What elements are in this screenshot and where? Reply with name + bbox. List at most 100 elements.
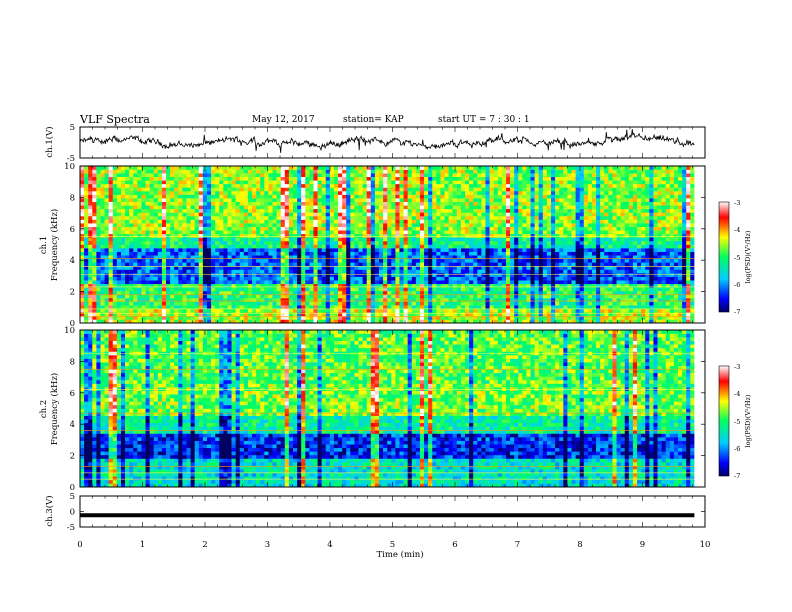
ch1-spectrogram-cell bbox=[383, 301, 388, 306]
ch1-spectrogram-cell bbox=[415, 276, 421, 281]
ch1-spectrogram-cell bbox=[104, 223, 109, 227]
ch1-spectrogram-cell bbox=[415, 215, 421, 220]
ch1-spectrogram-cell bbox=[202, 251, 208, 256]
ch1-spectrogram-cell bbox=[567, 230, 572, 235]
ch1-spectrogram-cell bbox=[125, 308, 130, 313]
ch1-spectrogram-cell bbox=[84, 215, 89, 220]
ch1-spectrogram-cell bbox=[112, 283, 118, 288]
ch1-spectrogram-cell bbox=[170, 223, 175, 227]
ch1-spectrogram-cell bbox=[350, 273, 355, 277]
ch1-spectrogram-cell bbox=[379, 305, 384, 310]
ch1-spectrogram-cell bbox=[88, 230, 93, 235]
ch1-spectrogram-cell bbox=[559, 237, 564, 242]
ch1-spectrogram-cell bbox=[379, 283, 384, 288]
ch1-spectrogram-cell bbox=[518, 294, 523, 299]
ch1-spectrogram-cell bbox=[116, 273, 122, 277]
ch1-spectrogram-cell bbox=[571, 290, 576, 295]
ch1-spectrogram-cell bbox=[424, 255, 429, 260]
ch1-spectrogram-cell bbox=[264, 233, 269, 238]
ch1-spectrogram-cell bbox=[612, 230, 617, 235]
ch1-spectrogram-cell bbox=[80, 269, 85, 274]
ch1-spectrogram-cell bbox=[649, 312, 654, 317]
ch1-spectrogram-cell bbox=[260, 251, 265, 256]
ch1-spectrogram-cell bbox=[591, 240, 597, 245]
ch1-spectrogram-cell bbox=[211, 230, 216, 235]
ch1-spectrogram-cell bbox=[366, 312, 372, 317]
ch1-spectrogram-cell bbox=[80, 315, 85, 320]
ch1-spectrogram-cell bbox=[682, 212, 687, 217]
ch1-spectrogram-cell bbox=[243, 255, 249, 260]
ch1-spectrogram-cell bbox=[276, 315, 281, 320]
ch1-spectrogram-cell bbox=[141, 287, 146, 292]
ch1-spectrogram-cell bbox=[227, 283, 232, 288]
ch1-spectrogram-cell bbox=[411, 226, 417, 231]
ch1-spectrogram-cell bbox=[469, 251, 474, 256]
ch1-spectrogram-cell bbox=[522, 265, 527, 270]
ch1-spectrogram-cell bbox=[469, 305, 474, 310]
ch1-spectrogram-cell bbox=[399, 251, 404, 256]
ch1-spectrogram-cell bbox=[186, 208, 191, 213]
ch1-spectrogram-cell bbox=[198, 226, 204, 231]
ch1-spectrogram-cell bbox=[514, 305, 519, 310]
ch1-spectrogram-cell bbox=[526, 219, 531, 224]
ch1-spectrogram-cell bbox=[198, 244, 204, 249]
ch1-spectrogram-cell bbox=[436, 219, 441, 224]
ch1-spectrogram-cell bbox=[428, 255, 433, 260]
ch1-spectrogram-cell bbox=[313, 248, 318, 252]
ch1-spectrogram-cell bbox=[100, 262, 105, 267]
ch1-spectrogram-cell bbox=[276, 301, 281, 306]
ch1-spectrogram-cell bbox=[407, 237, 413, 242]
ch1-spectrogram-cell bbox=[272, 223, 277, 227]
ch1-spectrogram-cell bbox=[309, 251, 314, 256]
ch1-spectrogram-cell bbox=[272, 215, 277, 220]
ch1-spectrogram-cell bbox=[301, 305, 306, 310]
ch1-spectrogram-cell bbox=[682, 262, 687, 267]
ch1-spectrogram-cell bbox=[133, 276, 138, 281]
ch1-spectrogram-cell bbox=[231, 255, 236, 260]
ch1-spectrogram-cell bbox=[436, 280, 441, 285]
ch1-spectrogram-cell bbox=[501, 287, 507, 292]
ch1-spectrogram-cell bbox=[616, 215, 621, 220]
ch1-spectrogram-cell bbox=[108, 219, 114, 224]
ch1-spectrogram-cell bbox=[624, 294, 630, 299]
ch1-spectrogram-cell bbox=[501, 294, 507, 299]
ch1-spectrogram-cell bbox=[477, 308, 482, 313]
ch1-spectrogram-cell bbox=[637, 262, 642, 267]
ch1-spectrogram-cell bbox=[264, 305, 269, 310]
ch1-spectrogram-cell bbox=[170, 308, 175, 313]
ch1-spectrogram-cell bbox=[657, 262, 662, 267]
ch1-spectrogram-cell bbox=[645, 240, 650, 245]
ch1-spectrogram-cell bbox=[641, 301, 646, 306]
ch1-spectrogram-cell bbox=[235, 230, 241, 235]
ch1-spectrogram-cell bbox=[530, 240, 535, 245]
ch1-spectrogram-cell bbox=[112, 308, 118, 313]
ch1-spectrogram-cell bbox=[84, 244, 89, 249]
ch1-spectrogram-cell bbox=[493, 244, 499, 249]
ch1-spectrogram-cell bbox=[166, 280, 171, 285]
ch1-spectrogram-cell bbox=[567, 298, 572, 302]
ch1-spectrogram-cell bbox=[587, 269, 593, 274]
ch1-spectrogram-cell bbox=[677, 305, 683, 310]
ch1-spectrogram-cell bbox=[329, 298, 335, 302]
ch1-spectrogram-cell bbox=[235, 226, 241, 231]
ch1-spectrogram-cell bbox=[518, 258, 523, 263]
ch1-spectrogram-cell bbox=[501, 298, 507, 302]
ch1-spectrogram-cell bbox=[366, 258, 372, 263]
ch1-spectrogram-cell bbox=[665, 305, 671, 310]
ch1-spectrogram-cell bbox=[473, 219, 478, 224]
ch1-spectrogram-cell bbox=[125, 276, 130, 281]
ch1-spectrogram-cell bbox=[120, 212, 126, 217]
ch1-spectrogram-cell bbox=[104, 237, 109, 242]
ch1-spectrogram-cell bbox=[546, 283, 552, 288]
ch1-spectrogram-cell bbox=[301, 208, 306, 213]
ch1-spectrogram-cell bbox=[96, 280, 101, 285]
ch1-spectrogram-cell bbox=[473, 244, 478, 249]
ch1-spectrogram-cell bbox=[215, 248, 220, 252]
ch1-spectrogram-cell bbox=[350, 262, 355, 267]
ch1-spectrogram-cell bbox=[84, 258, 89, 263]
ch1-spectrogram-cell bbox=[628, 276, 634, 281]
ch1-spectrogram-cell bbox=[145, 294, 150, 299]
ch1-spectrogram-cell bbox=[153, 255, 159, 260]
ch1-spectrogram-cell bbox=[297, 244, 302, 249]
